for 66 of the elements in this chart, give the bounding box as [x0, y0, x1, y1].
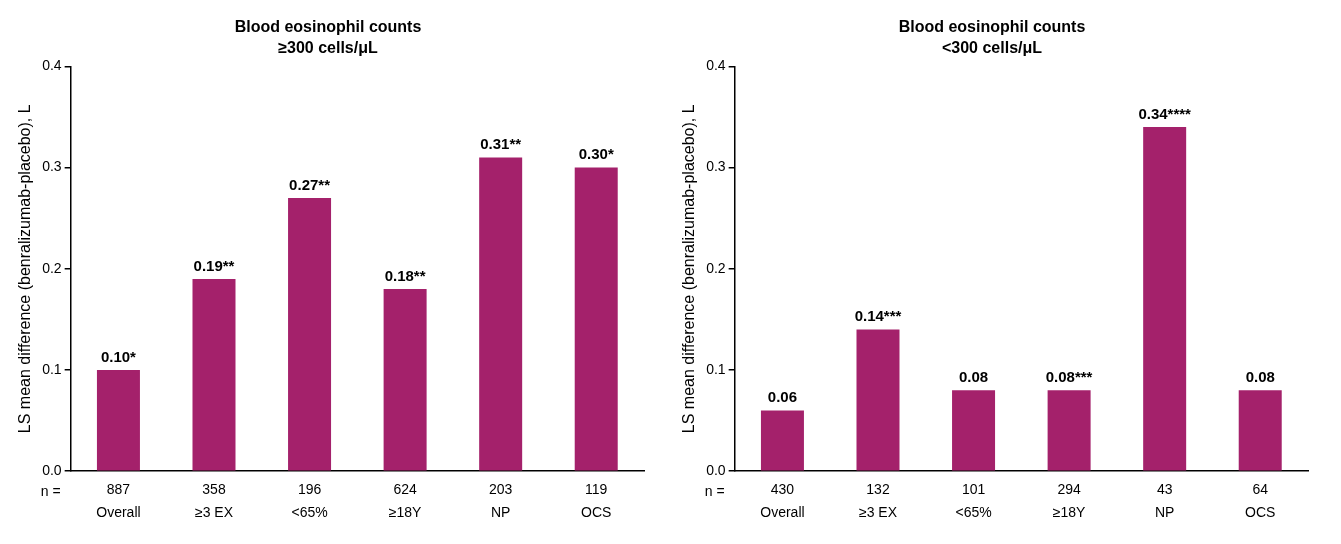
chart-title: Blood eosinophil counts — [898, 18, 1086, 36]
y-tick-label: 0.0 — [42, 462, 62, 479]
bar — [760, 410, 804, 471]
x-tick-label: <65% — [291, 503, 328, 520]
y-axis-title: LS mean difference (benralizumab-placebo), L — [680, 104, 698, 434]
x-tick-label: OCS — [581, 503, 612, 520]
bar — [856, 329, 900, 471]
y-tick-label: 0.3 — [706, 158, 726, 175]
y-tick-label: 0.3 — [42, 158, 62, 175]
text: 624 — [393, 481, 417, 498]
y-tick-label: 0.0 — [706, 462, 726, 479]
data-label: 0.08 — [1245, 367, 1275, 385]
x-tick-label: ≥18Y — [388, 503, 423, 520]
data-label: 0.19** — [193, 256, 235, 274]
data-label: 0.31** — [480, 135, 522, 153]
data-label: 0.10* — [100, 347, 137, 365]
data-label: 0.06 — [767, 388, 798, 406]
bar — [952, 390, 996, 471]
bar — [574, 167, 618, 471]
y-axis-title: LS mean difference (benralizumab-placebo), L — [16, 104, 34, 434]
y-tick-label: 0.1 — [706, 360, 726, 377]
chart-subtitle: ≥300 cells/μL — [278, 39, 378, 57]
data-label: 0.18** — [384, 266, 426, 284]
text: 119 — [585, 481, 608, 498]
text: 43 — [1156, 481, 1173, 498]
bar — [192, 278, 236, 471]
text: 430 — [770, 481, 795, 498]
text: 294 — [1057, 481, 1081, 498]
data-label: 0.08*** — [1045, 367, 1093, 385]
chart-title: Blood eosinophil counts — [234, 18, 422, 36]
bar — [96, 370, 140, 471]
chart-subtitle: <300 cells/μL — [941, 39, 1043, 57]
y-tick-label: 0.1 — [42, 360, 62, 377]
x-tick-label: ≥18Y — [1052, 503, 1087, 520]
text: 64 — [1252, 481, 1269, 498]
x-tick-label: ≥3 EX — [194, 503, 234, 520]
data-label: 0.30* — [578, 145, 614, 163]
text: 203 — [488, 481, 513, 498]
x-tick-label: OCS — [1245, 503, 1276, 520]
text: n = — [704, 483, 725, 500]
text: n = — [40, 483, 61, 500]
y-tick-label: 0.4 — [706, 57, 726, 74]
bar — [1143, 127, 1187, 471]
bar — [288, 197, 332, 471]
x-tick-label: ≥3 EX — [858, 503, 898, 520]
text: 196 — [297, 481, 322, 498]
y-tick-label: 0.4 — [42, 57, 62, 74]
text: 101 — [961, 481, 986, 498]
bar — [1238, 390, 1282, 471]
y-tick-label: 0.2 — [42, 259, 62, 276]
x-tick-label: NP — [1154, 503, 1175, 520]
x-tick-label: NP — [490, 503, 511, 520]
data-label: 0.27** — [289, 175, 331, 193]
text: 358 — [202, 481, 226, 498]
data-label: 0.14*** — [854, 307, 902, 325]
y-tick-label: 0.2 — [706, 259, 726, 276]
bar — [479, 157, 523, 471]
text: 132 — [866, 481, 890, 498]
x-tick-label: Overall — [760, 503, 805, 520]
text: 887 — [106, 481, 131, 498]
bar — [1047, 390, 1091, 471]
x-tick-label: <65% — [955, 503, 992, 520]
data-label: 0.08 — [958, 367, 989, 385]
bar — [383, 289, 427, 471]
data-label: 0.34**** — [1138, 104, 1192, 122]
x-tick-label: Overall — [96, 503, 141, 520]
